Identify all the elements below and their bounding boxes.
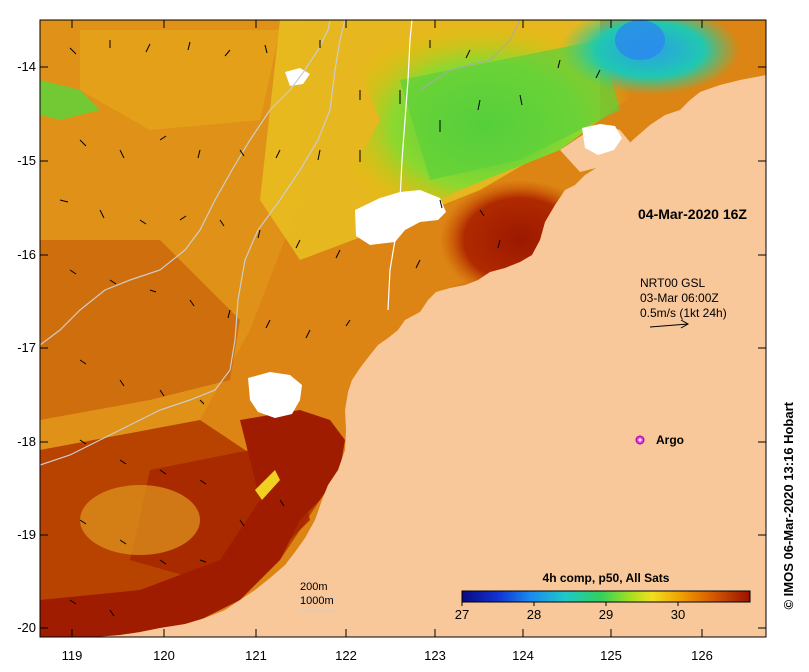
contour-legend-200m: 200m xyxy=(300,581,328,593)
imos-credit: © IMOS 06-Mar-2020 13:16 Hobart xyxy=(781,402,796,610)
lon-label: 121 xyxy=(245,648,267,663)
contour-white xyxy=(387,20,413,311)
colorbar-tick-label: 28 xyxy=(526,607,542,622)
y-ticks xyxy=(40,66,766,629)
lat-label: -17 xyxy=(17,340,36,355)
land xyxy=(95,75,766,637)
light-orange-patch xyxy=(80,30,280,130)
green-band-2 xyxy=(400,40,620,180)
cloud-gap xyxy=(355,190,446,245)
colorbar-tick-label: 27 xyxy=(454,607,470,622)
argo-label: Argo xyxy=(656,433,684,447)
lon-label: 124 xyxy=(512,648,534,663)
plot-frame xyxy=(39,19,767,638)
current-legend: NRT00 GSL 03-Mar 06:00Z 0.5m/s (1kt 24h) xyxy=(640,276,727,321)
current-scale-arrow xyxy=(649,319,690,329)
contour-legend-1000m: 1000m xyxy=(300,595,334,607)
lat-label: -15 xyxy=(17,153,36,168)
lat-label: -14 xyxy=(17,59,36,74)
lat-label: -20 xyxy=(17,620,36,635)
current-legend-time: 03-Mar 06:00Z xyxy=(640,291,719,305)
blue-core xyxy=(615,20,665,60)
lon-label: 120 xyxy=(153,648,175,663)
coastal-red-zone xyxy=(40,410,345,637)
lon-label: 125 xyxy=(600,648,622,663)
lon-label: 119 xyxy=(61,648,83,663)
lat-label: -18 xyxy=(17,434,36,449)
current-vectors xyxy=(59,40,601,617)
current-legend-scale: 0.5m/s (1kt 24h) xyxy=(640,306,727,320)
date-label: 04-Mar-2020 16Z xyxy=(638,206,747,222)
colorbar-tick-label: 30 xyxy=(670,607,686,622)
contour-grey-ne xyxy=(419,20,521,91)
lat-label: -19 xyxy=(17,527,36,542)
colorbar-ticks xyxy=(461,602,679,606)
contour-200m xyxy=(40,20,346,466)
mid-dark-band xyxy=(40,240,240,420)
lat-label: -16 xyxy=(17,247,36,262)
argo-marker-icon xyxy=(635,435,645,445)
northwest-green xyxy=(40,80,100,120)
colorbar xyxy=(461,590,751,603)
lon-label: 122 xyxy=(335,648,357,663)
colorbar-tick-label: 29 xyxy=(598,607,614,622)
contour-legend: 200m 1000m xyxy=(300,580,334,608)
contour-1000m xyxy=(40,20,331,346)
lon-label: 123 xyxy=(424,648,446,663)
yellow-streak xyxy=(255,470,280,500)
current-legend-source: NRT00 GSL xyxy=(640,276,706,290)
land-peninsula xyxy=(448,290,520,395)
lon-label: 126 xyxy=(691,648,713,663)
cloud-gap xyxy=(248,372,302,418)
light-southwest xyxy=(80,485,200,555)
x-ticks xyxy=(71,20,703,637)
colorbar-title: 4h comp, p50, All Sats xyxy=(542,571,670,585)
cloud-gap xyxy=(582,124,622,155)
